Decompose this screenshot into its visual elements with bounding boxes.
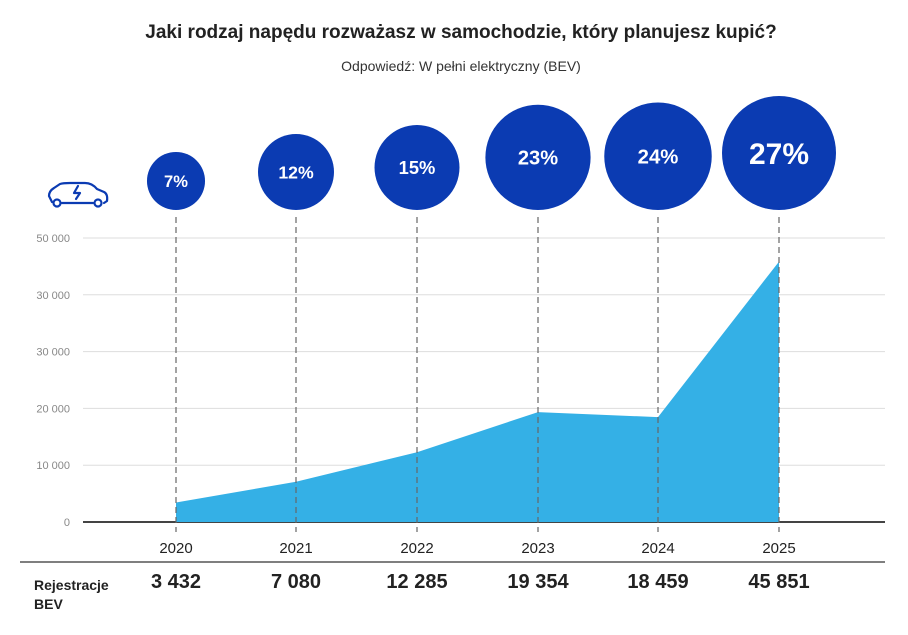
x-tick-label: 2023 [521,540,554,557]
registration-value: 45 851 [748,571,809,593]
share-bubble [604,102,712,210]
table-row-label: Rejestracje [34,577,109,593]
share-bubble [485,104,591,210]
bubble-label: 12% [278,162,314,182]
area-series [176,261,779,522]
x-tick-label: 2024 [641,540,674,557]
table-row-label-2: BEV [34,596,63,612]
registration-value: 3 432 [151,571,201,593]
y-tick-label: 0 [64,517,70,529]
share-bubble [146,151,206,210]
bubble-label: 27% [749,138,809,171]
y-tick-label: 10 000 [36,460,70,472]
registration-value: 7 080 [271,571,321,593]
share-bubble [722,96,836,210]
registration-value: 18 459 [627,571,688,593]
bubble-label: 24% [638,147,679,169]
y-tick-label: 30 000 [36,290,70,302]
share-bubble [258,134,334,210]
y-tick-label: 30 000 [36,347,70,359]
bubble-label: 15% [399,157,436,178]
y-tick-label: 20 000 [36,403,70,415]
share-bubble [374,125,460,210]
bubble-label: 23% [518,148,558,170]
electric-car-icon [47,181,109,208]
x-tick-label: 2021 [279,540,312,557]
x-tick-label: 2020 [159,540,192,557]
bubble-label: 7% [164,172,188,191]
registration-value: 12 285 [386,571,447,593]
x-tick-label: 2022 [400,540,433,557]
y-tick-label: 50 000 [36,233,70,245]
chart-title: Jaki rodzaj napędu rozważasz w samochodz… [145,22,776,43]
registration-value: 19 354 [507,571,569,593]
chart-subtitle: Odpowiedź: W pełni elektryczny (BEV) [341,58,581,74]
x-tick-label: 2025 [762,540,795,557]
